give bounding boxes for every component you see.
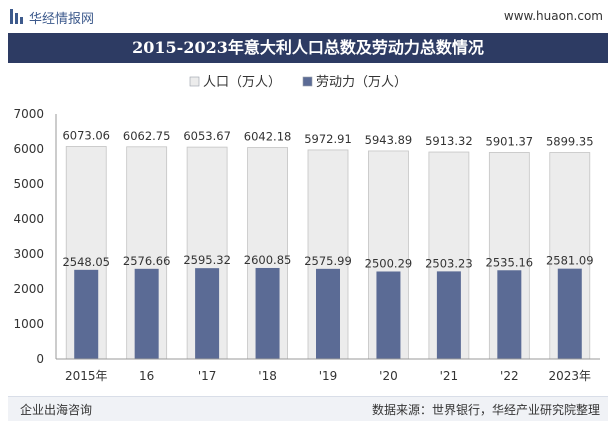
data-source: 数据来源：世界银行，华经产业研究院整理 <box>371 403 600 417</box>
brand-name: 华经情报网 <box>29 12 95 27</box>
y-tick-label: 4000 <box>13 212 44 226</box>
labor-value-label: 2600.85 <box>244 253 292 267</box>
x-tick-label: '19 <box>319 369 338 383</box>
labor-value-label: 2595.32 <box>183 253 231 267</box>
population-value-label: 5899.35 <box>546 135 594 149</box>
labor-bar <box>134 268 159 359</box>
chart-legend: 人口（万人） 劳动力（万人） <box>189 74 407 90</box>
legend-label: 人口（万人） <box>203 75 281 90</box>
footer: 企业出海咨询 数据来源：世界银行，华经产业研究院整理 <box>8 396 608 421</box>
x-axis: 2015年 16 '17 '18 '19 '20 '21 '22 2023年 <box>56 358 600 383</box>
y-tick-label: 3000 <box>13 247 44 261</box>
labor-bar <box>557 268 582 359</box>
labor-bar <box>74 269 99 359</box>
x-tick-label: '18 <box>258 369 277 383</box>
y-tick-label: 0 <box>36 352 44 366</box>
population-value-label: 6073.06 <box>62 128 110 142</box>
y-tick-label: 7000 <box>13 107 44 121</box>
y-axis: 0 1000 2000 3000 4000 5000 6000 7000 <box>13 107 57 366</box>
labor-bar <box>255 267 280 359</box>
x-tick-label: 2015年 <box>65 369 108 383</box>
x-tick-label: 2023年 <box>549 369 592 383</box>
y-tick-label: 2000 <box>13 282 44 296</box>
population-value-label: 5901.37 <box>486 134 534 148</box>
chart-title: 2015-2023年意大利人口总数及劳动力总数情况 <box>132 38 484 57</box>
chart: 人口（万人） 劳动力（万人） 0 1000 2000 3000 4000 5000 6000 7… <box>13 74 600 383</box>
brand-logo-icon <box>10 9 23 24</box>
site-url[interactable]: www.huaon.com <box>503 9 603 23</box>
x-tick-label: '22 <box>500 369 519 383</box>
legend-swatch <box>302 76 313 87</box>
labor-value-label: 2503.23 <box>425 256 473 270</box>
population-value-label: 6062.75 <box>123 129 171 143</box>
population-value-label: 5913.32 <box>425 134 473 148</box>
footer-left-text: 企业出海咨询 <box>20 403 93 417</box>
population-value-label: 6053.67 <box>183 129 231 143</box>
y-tick-label: 5000 <box>13 177 44 191</box>
x-tick-label: 16 <box>139 369 154 383</box>
top-bar: 华经情报网 www.huaon.com <box>0 0 615 32</box>
legend-swatch <box>189 76 200 87</box>
x-tick-label: '20 <box>379 369 398 383</box>
labor-bar <box>376 271 401 359</box>
data-labels: 6073.06 2548.05 6062.75 2576.66 6053.67 2595.… <box>62 128 593 270</box>
title-bar: 2015-2023年意大利人口总数及劳动力总数情况 <box>8 33 608 63</box>
x-tick-label: '21 <box>440 369 459 383</box>
population-value-label: 6042.18 <box>244 130 292 144</box>
population-value-label: 5943.89 <box>365 133 413 147</box>
labor-bar <box>195 268 220 359</box>
labor-value-label: 2500.29 <box>365 256 413 270</box>
labor-value-label: 2575.99 <box>304 254 352 268</box>
population-value-label: 5972.91 <box>304 132 352 146</box>
labor-bar <box>436 271 461 359</box>
labor-value-label: 2581.09 <box>546 254 594 268</box>
bars <box>65 146 591 360</box>
labor-bar <box>316 268 340 359</box>
legend-label: 劳动力（万人） <box>316 74 407 90</box>
labor-value-label: 2535.16 <box>486 255 534 269</box>
labor-value-label: 2548.05 <box>62 255 110 269</box>
labor-bar <box>497 270 522 359</box>
labor-value-label: 2576.66 <box>123 254 171 268</box>
y-tick-label: 6000 <box>13 142 44 156</box>
x-tick-label: '17 <box>198 369 217 383</box>
y-tick-label: 1000 <box>13 317 44 331</box>
